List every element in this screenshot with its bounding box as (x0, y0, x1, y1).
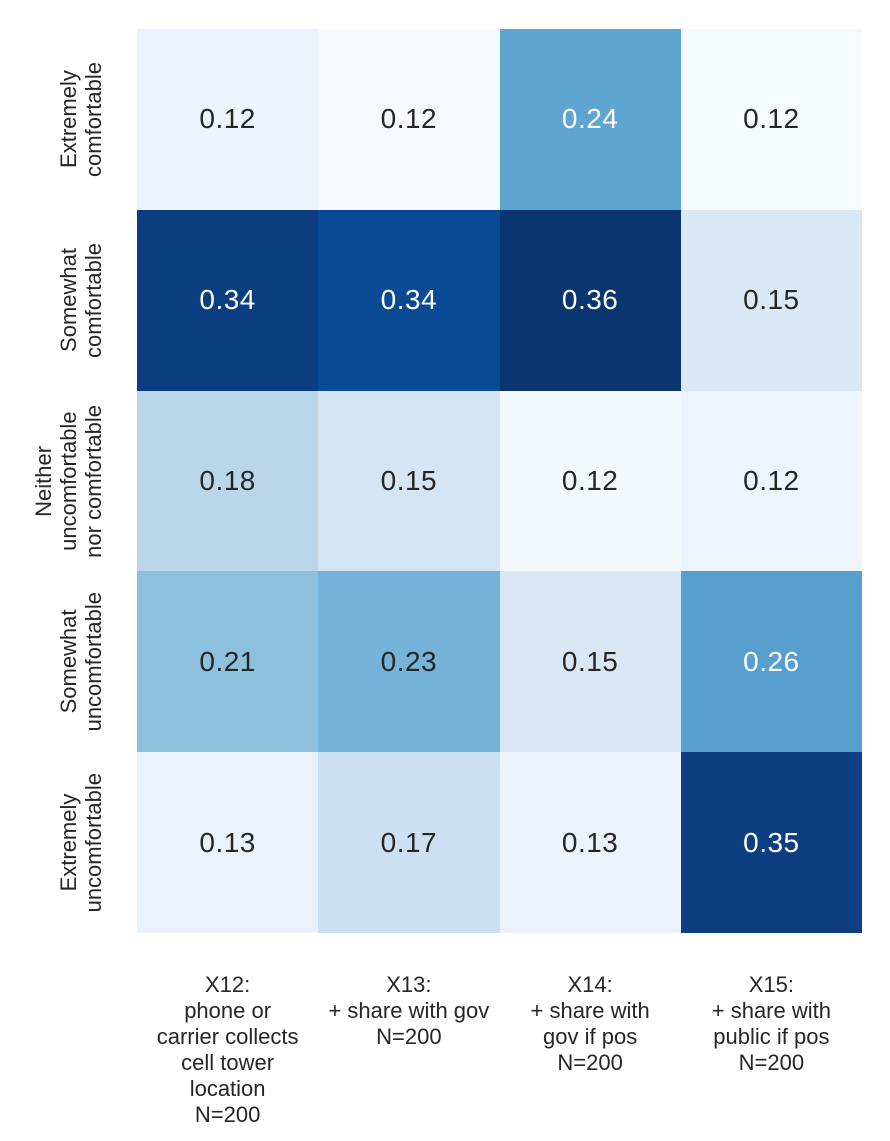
y-tick-label-box: Extremely comfortable (0, 29, 106, 210)
x-tick-label-box: X15: + share with public if pos N=200 (681, 972, 862, 1076)
heatmap-cell-r0c3: 0.12 (680, 29, 862, 210)
cell-value: 0.12 (743, 103, 800, 135)
cell-value: 0.15 (380, 464, 438, 496)
x-tick-label-box: X12: phone or carrier collects cell towe… (137, 972, 318, 1128)
x-tick-label: X14: + share with gov if pos N=200 (530, 972, 650, 1075)
cell-value: 0.13 (199, 826, 256, 858)
x-tick-label-box: X13: + share with gov N=200 (318, 972, 499, 1050)
y-tick-label-box: Somewhat comfortable (0, 210, 106, 391)
cell-value: 0.12 (743, 464, 800, 496)
x-tick-label: X13: + share with gov N=200 (328, 972, 490, 1049)
heatmap-cell-r3c2: 0.15 (499, 571, 681, 753)
heatmap-grid: 0.12 0.12 0.24 0.12 0.34 0.34 0.36 0.15 0.18 0.15… (137, 29, 862, 933)
heatmap-cell-r4c0: 0.13 (137, 752, 319, 933)
y-tick-label-box: Extremely uncomfortable (0, 752, 106, 933)
x-tick-label-box: X14: + share with gov if pos N=200 (500, 972, 681, 1076)
y-tick-label: Extremely uncomfortable (56, 772, 106, 913)
cell-value: 0.23 (380, 645, 438, 677)
cell-value: 0.18 (199, 464, 256, 496)
heatmap-cell-r4c1: 0.17 (318, 752, 500, 933)
y-tick-label: Extremely comfortable (56, 61, 106, 177)
x-tick-label: X12: phone or carrier collects cell towe… (156, 972, 299, 1127)
heatmap-cell-r2c3: 0.12 (680, 390, 862, 572)
cell-value: 0.24 (561, 103, 619, 135)
cell-value: 0.15 (561, 645, 619, 677)
x-tick-label: X15: + share with public if pos N=200 (711, 972, 831, 1075)
heatmap-cell-r3c1: 0.23 (318, 571, 500, 753)
cell-value: 0.35 (743, 826, 800, 858)
y-tick-label-box: Neither uncomfortable nor comfortable (0, 391, 106, 572)
heatmap-cell-r1c0: 0.34 (137, 209, 319, 391)
heatmap-cell-r4c2: 0.13 (499, 752, 681, 933)
heatmap-cell-r1c3: 0.15 (680, 209, 862, 391)
cell-value: 0.26 (743, 645, 800, 677)
cell-value: 0.15 (743, 284, 800, 316)
heatmap-cell-r1c2: 0.36 (499, 209, 681, 391)
y-tick-label-box: Somewhat uncomfortable (0, 571, 106, 752)
cell-value: 0.17 (380, 826, 438, 858)
cell-value: 0.13 (561, 826, 619, 858)
cell-value: 0.12 (380, 103, 438, 135)
y-tick-label: Neither uncomfortable nor comfortable (31, 404, 106, 558)
heatmap-cell-r4c3: 0.35 (680, 752, 862, 933)
cell-value: 0.34 (380, 284, 438, 316)
heatmap-cell-r0c2: 0.24 (499, 29, 681, 210)
y-tick-label: Somewhat uncomfortable (56, 592, 106, 732)
heatmap-cell-r2c0: 0.18 (137, 390, 319, 572)
heatmap-cell-r1c1: 0.34 (318, 209, 500, 391)
cell-value: 0.12 (561, 464, 619, 496)
cell-value: 0.12 (199, 103, 256, 135)
cell-value: 0.34 (199, 284, 256, 316)
cell-value: 0.21 (199, 645, 256, 677)
heatmap-cell-r3c0: 0.21 (137, 571, 319, 753)
y-tick-label: Somewhat comfortable (56, 242, 106, 358)
heatmap-cell-r0c0: 0.12 (137, 29, 319, 210)
heatmap-cell-r2c1: 0.15 (318, 390, 500, 572)
cell-value: 0.36 (561, 284, 619, 316)
heatmap-cell-r3c3: 0.26 (680, 571, 862, 753)
heatmap-cell-r0c1: 0.12 (318, 29, 500, 210)
heatmap-cell-r2c2: 0.12 (499, 390, 681, 572)
